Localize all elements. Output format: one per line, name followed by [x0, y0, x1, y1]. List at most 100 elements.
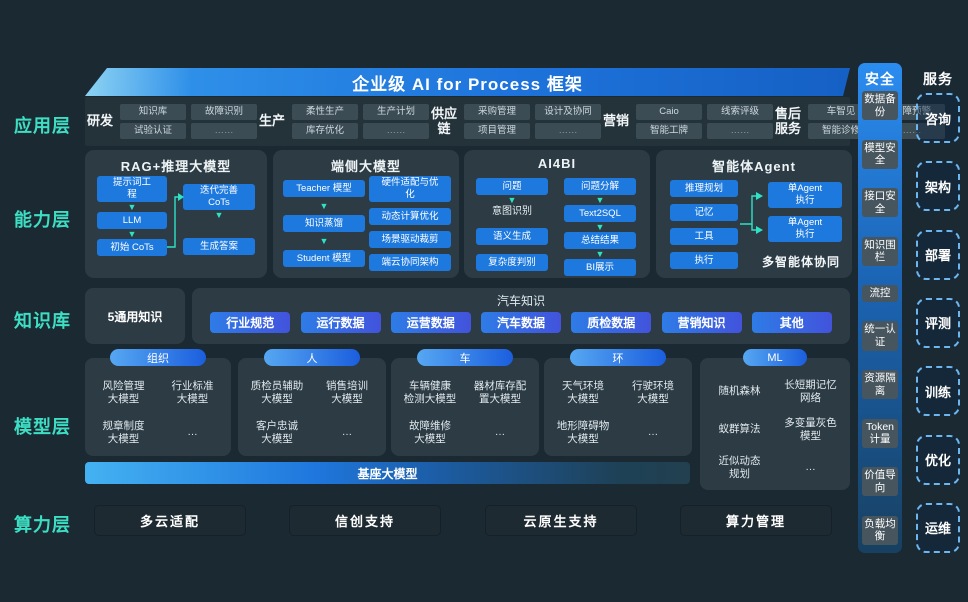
flow-node: 工具: [670, 228, 738, 245]
framework-title-banner: 企业级 AI for Process 框架: [85, 68, 850, 96]
knowledge-chip: 其他: [751, 312, 832, 333]
app-chip: 生产计划: [363, 104, 429, 120]
model-group-pill: 组织: [110, 349, 206, 366]
security-item: 资源隔离: [862, 369, 898, 400]
model-group-pill: 人: [264, 349, 360, 366]
security-column: 安全 数据备份 模型安全 接口安全 知识围栏 流控 统一认证 资源隔离 Toke…: [858, 63, 902, 553]
app-chip: 库存优化: [292, 123, 358, 139]
knowledge-chip: 运行数据: [300, 312, 381, 333]
arrow-down-icon: ▼: [319, 200, 329, 211]
layer-label-model: 模型层: [14, 417, 71, 437]
service-item: 优化: [916, 434, 960, 485]
app-chip: ……: [535, 123, 601, 139]
arrow-down-icon: ▼: [595, 248, 605, 259]
knowledge-title: 汽车知识: [496, 294, 545, 308]
flow-node: 场景驱动裁剪: [369, 231, 451, 248]
service-item: 架构: [916, 161, 960, 212]
model-item: 地形障碍物 大模型: [556, 419, 610, 445]
compute-item-multicloud: 多云适配: [95, 506, 245, 535]
agent-caption: 多智能体协同: [761, 255, 840, 269]
model-item: 质检员辅助 大模型: [250, 379, 304, 405]
panel-title: RAG+推理大模型: [120, 159, 232, 174]
flow-node: 问题: [476, 178, 548, 195]
capability-panel-agent: 智能体Agent 推理规划 记忆 工具 执行 单Agent 执行 单Agent …: [656, 150, 852, 278]
app-chip: ……: [363, 123, 429, 139]
panel-title: AI4BI: [537, 156, 577, 171]
model-item: 客户忠诚 大模型: [256, 419, 298, 445]
security-item: 流控: [862, 285, 898, 302]
arrow-down-icon: ▼: [319, 235, 329, 246]
flow-node: Teacher 模型: [283, 180, 365, 197]
flow-node: Student 模型: [283, 250, 365, 267]
knowledge-chip: 营销知识: [661, 312, 742, 333]
flow-node: 初始 CoTs: [97, 239, 167, 256]
service-header: 服务: [923, 71, 953, 87]
model-item: 风险管理 大模型: [102, 379, 145, 405]
model-item: …: [187, 426, 198, 439]
flow-text: 意图识别: [492, 206, 532, 217]
app-group-name: 营销: [602, 113, 629, 129]
arrow-down-icon: ▼: [507, 194, 517, 205]
flow-node: 语义生成: [476, 228, 548, 245]
capability-panel-ai4bi: AI4BI 问题 ▼ 意图识别 语义生成 复杂度判别 问题分解 ▼ Text2S…: [464, 150, 650, 278]
model-group-ml: ML 随机森林 长短期记忆 网络 蚁群算法 多变量灰色 模型 近似动态 规划 …: [700, 349, 850, 490]
service-item: 评测: [916, 297, 960, 348]
app-chip: 智能诊修: [808, 123, 874, 139]
model-item: 车辆健康 检测大模型: [403, 379, 457, 405]
security-item: 统一认证: [862, 321, 898, 351]
app-chip: 设计及协同: [535, 104, 601, 120]
panel-title: 智能体Agent: [712, 159, 796, 174]
arrow-down-icon: ▼: [127, 228, 137, 239]
model-item: 天气环境 大模型: [562, 379, 604, 405]
flow-node: LLM: [97, 212, 167, 229]
service-column: 服务 咨询 架构 部署 评测 训练 优化 运维: [908, 63, 968, 563]
security-item: 负载均衡: [862, 515, 898, 545]
app-group-name: 供应链: [430, 105, 457, 136]
general-knowledge-box: 5通用知识: [85, 288, 185, 344]
app-group-supplychain: 供应链 采购管理 项目管理 设计及协同 ……: [429, 104, 601, 139]
flow-node: 执行: [670, 252, 738, 269]
security-item: 数据备份: [862, 91, 898, 121]
security-item: 价值导向: [862, 467, 898, 497]
app-group-name: 生产: [258, 113, 285, 129]
security-header: 安全: [865, 71, 895, 87]
layer-label-capability: 能力层: [14, 210, 71, 230]
app-chip: 线索评级: [707, 104, 773, 120]
flow-node: Text2SQL: [564, 205, 636, 222]
app-chip: Caio: [636, 104, 702, 120]
panel-title: 端侧大模型: [330, 159, 401, 174]
flow-node: 硬件适配与优 化: [369, 176, 451, 202]
compute-item-cloudnative: 云原生支持: [486, 506, 636, 535]
flow-node: 复杂度判别: [476, 254, 548, 271]
app-chip: ……: [191, 123, 257, 139]
model-item: …: [647, 426, 659, 439]
model-group-people: 人 质检员辅助 大模型 销售培训 大模型 客户忠诚 大模型 …: [238, 349, 386, 456]
flow-node: 生成答案: [183, 238, 255, 255]
foundation-model-banner: 基座大模型: [85, 462, 690, 484]
security-item: 模型安全: [862, 139, 898, 169]
app-chip: 采购管理: [464, 104, 530, 120]
app-chip: 故障识别: [191, 104, 257, 120]
flow-node: 记忆: [670, 204, 738, 221]
service-item: 咨询: [916, 93, 960, 143]
service-item: 运维: [916, 502, 960, 553]
model-item: 销售培训 大模型: [326, 379, 368, 405]
app-group-name: 售后服务: [774, 105, 801, 136]
app-chip: 试验认证: [120, 123, 186, 139]
model-group-vehicle: 车 车辆健康 检测大模型 器材库存配 置大模型 故障维修 大模型 …: [391, 349, 539, 456]
model-item: 器材库存配 置大模型: [473, 379, 527, 405]
arrow-down-icon: ▼: [214, 209, 224, 220]
flow-node: 总结结果: [564, 232, 636, 249]
app-group-name: 研发: [86, 113, 113, 129]
flow-node: 端云协同架构: [369, 254, 451, 271]
layer-label-compute: 算力层: [14, 515, 71, 535]
knowledge-chip: 汽车数据: [481, 312, 561, 333]
layer-label-app: 应用层: [14, 116, 71, 136]
model-item: 故障维修 大模型: [409, 419, 451, 445]
auto-knowledge-panel: 汽车知识 行业规范 运行数据 运营数据 汽车数据 质检数据 营销知识 其他: [192, 288, 850, 344]
model-group-org: 组织 风险管理 大模型 行业标准 大模型 规章制度 大模型 …: [85, 349, 231, 456]
app-chip: 智能工牌: [636, 123, 702, 139]
app-chip: 知识库: [120, 104, 186, 120]
capability-panel-rag: RAG+推理大模型 提示词工 程 ▼ LLM ▼ 初始 CoTs 迭代完善 Co…: [85, 150, 267, 278]
arrow-down-icon: ▼: [127, 201, 137, 212]
